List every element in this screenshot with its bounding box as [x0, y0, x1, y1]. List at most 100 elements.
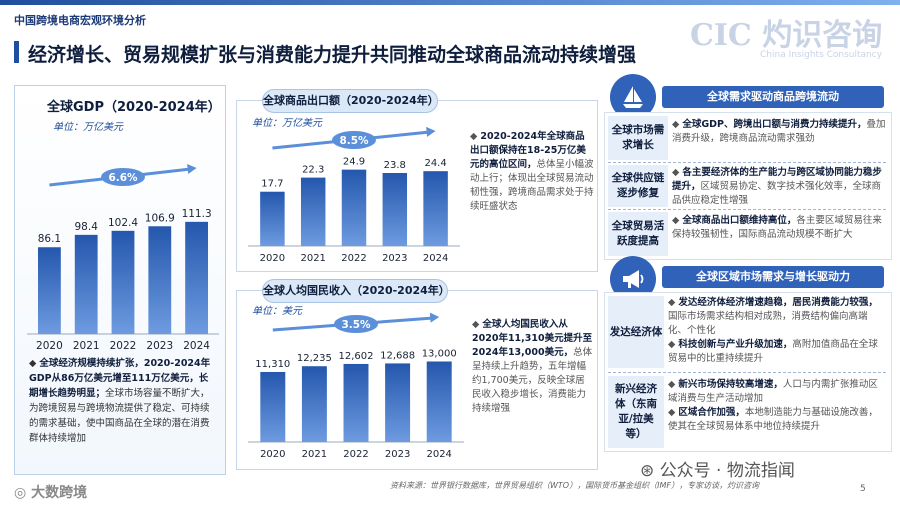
brand-logo-sub: China Insights Consultancy	[760, 50, 883, 60]
cagr-badge	[334, 315, 378, 333]
row-rest-developed-1: 国际市场需求结构相对成熟，消费结构偏向高端化、个性化	[668, 311, 868, 336]
corner-brand-icon: ◎	[14, 485, 32, 501]
row-bold-trade-activity: 全球商品出口额维持高位，	[682, 215, 797, 226]
income-chart: 11,310 2020 12,235 2021 12,602 2022 12,688 2023…	[248, 312, 464, 460]
income-note-bold: 全球人均国民收入从2020年11,310美元提升至2024年13,000美元，	[472, 319, 593, 358]
corner-brand-text: 大数跨境	[31, 485, 88, 501]
cagr-arrow-head	[429, 312, 440, 323]
cagr-badge	[332, 131, 376, 149]
cagr-arrow-head	[426, 126, 436, 137]
row-rest-developed-2: 高附加值商品在全球贸易中的比重持续提升	[668, 339, 878, 364]
bar-2023	[148, 226, 172, 334]
value-label-2022: 24.9	[343, 157, 365, 168]
top-accent-bar	[0, 0, 900, 5]
cagr-label: 3.5%	[341, 319, 371, 331]
corner-brand: ◎ 大数跨境	[14, 482, 87, 502]
value-label-2023: 12,688	[380, 350, 415, 361]
divider	[608, 162, 886, 163]
divider	[608, 209, 886, 210]
row-bold-supply-chain: 各主要经济体的生产能力与跨区域协同能力稳步提升，	[672, 167, 882, 192]
gdp-panel: 全球GDP（2020-2024年） 单位：万亿美元 86.1 2020 98.4 20…	[14, 85, 226, 475]
right-top-head: 全球需求驱动商品跨境流动	[662, 86, 884, 108]
value-label-2021: 22.3	[302, 165, 324, 176]
value-label-2023: 23.8	[384, 160, 406, 171]
row-text-trade-activity: ◆ 全球商品出口额维持高位，各主要区域贸易往来保持较强韧性，国际商品流动规模不断…	[672, 215, 882, 240]
row-label-trade-activity: 全球贸易活跃度提高	[608, 212, 668, 256]
income-note-bullet: ◆	[472, 319, 483, 330]
exports-note-bullet: ◆	[470, 131, 481, 142]
tick-label-2024: 2024	[183, 340, 210, 352]
exports-unit: 单位：万亿美元	[252, 118, 322, 129]
section-tag: 中国跨境电商宏观环境分析	[14, 14, 146, 27]
tick-label-2022: 2022	[343, 449, 368, 460]
bar-2024	[426, 361, 452, 442]
gdp-chart: 86.1 2020 98.4 2021 102.4 2022 106.9 2023 111.3 2…	[27, 164, 219, 352]
tick-label-2023: 2023	[382, 253, 407, 264]
row-rest-emerging-2: 本地制造能力与基础设施改善，使其在全球贸易体系中地位持续提升	[668, 407, 878, 432]
bar-2020	[37, 247, 61, 334]
tick-label-2023: 2023	[385, 449, 410, 460]
brand-logo: CIC 灼识咨询 China Insights Consultancy	[690, 10, 882, 60]
row-label-emerging: 新兴经济体（东南亚/拉美等）	[608, 376, 664, 448]
cagr-label: 8.5%	[339, 135, 369, 147]
source-note: 资料来源：世界银行数据库，世界贸易组织（WTO），国际货币基金组织（IMF），专…	[390, 481, 759, 490]
divider	[608, 372, 886, 373]
income-title: 全球人均国民收入（2020-2024年）	[262, 279, 450, 303]
gdp-unit: 单位：万亿美元	[53, 122, 123, 133]
tick-label-2020: 2020	[260, 449, 285, 460]
bar-2024	[185, 221, 209, 334]
value-label-2024: 111.3	[182, 208, 212, 220]
wechat-icon: ⊛	[640, 461, 660, 481]
value-label-2020: 86.1	[38, 233, 61, 245]
bar-2021	[74, 234, 98, 334]
wechat-text: 公众号 · 物流指闻	[659, 461, 795, 481]
row-bold-developed-2: 科技创新与产业升级加速，	[678, 339, 793, 350]
cagr-arrow-head	[187, 164, 197, 174]
bar-2021	[301, 366, 327, 442]
cagr-badge	[101, 168, 145, 186]
value-label-2021: 98.4	[75, 221, 99, 233]
value-label-2022: 12,602	[339, 351, 374, 362]
row-bold-emerging-2: 区域合作加强，	[678, 407, 745, 418]
bar-2020	[260, 191, 285, 246]
tick-label-2020: 2020	[36, 340, 63, 352]
exports-panel	[236, 100, 598, 272]
value-label-2020: 11,310	[255, 359, 290, 370]
income-note: ◆ 全球人均国民收入从2020年11,310美元提升至2024年13,000美元…	[472, 318, 594, 416]
row-bold-emerging-1: 新兴市场保持较高增速，	[678, 379, 783, 390]
gdp-note-text: 全球市场容量不断扩大，为跨境贸易与跨境物流提供了稳定、可持续的需求基础，使中国商…	[29, 388, 210, 444]
row-rest-market-demand: 叠加消费升级，跨境商品流动需求强劲	[672, 119, 886, 144]
row-text-supply-chain: ◆ 各主要经济体的生产能力与跨区域协同能力稳步提升，区域贸易协定、数字技术强化效…	[672, 167, 882, 206]
value-label-2023: 106.9	[145, 212, 175, 224]
brand-logo-text: CIC 灼识咨询	[690, 18, 883, 53]
row-bold-market-demand: 全球GDP、跨境出口额与消费力持续提升，	[682, 119, 867, 130]
tick-label-2021: 2021	[73, 340, 100, 352]
tick-label-2021: 2021	[302, 449, 327, 460]
value-label-2020: 17.7	[261, 179, 283, 190]
right-bottom-head: 全球区域市场需求与增长驱动力	[662, 266, 884, 288]
exports-note: ◆ 2020-2024年全球商品出口额保持在18-25万亿美元的高位区间，总体呈…	[470, 130, 594, 214]
gdp-note: ◆ 全球经济规模持续扩张，2020-2024年GDP从86万亿美元增至111万亿…	[29, 356, 217, 446]
row-rest-trade-activity: 各主要区域贸易往来保持较强韧性，国际商品流动规模不断扩大	[672, 215, 882, 240]
bar-2022	[343, 363, 369, 442]
bar-2020	[260, 371, 286, 442]
income-unit: 单位：美元	[252, 306, 302, 317]
row-label-developed: 发达经济体	[608, 296, 664, 368]
tick-label-2020: 2020	[260, 253, 285, 264]
row-text-market-demand: ◆ 全球GDP、跨境出口额与消费力持续提升，叠加消费升级，跨境商品流动需求强劲	[672, 119, 886, 144]
tick-label-2022: 2022	[110, 340, 137, 352]
tick-label-2024: 2024	[426, 449, 451, 460]
bar-2023	[382, 173, 408, 246]
exports-title: 全球商品出口额（2020-2024年）	[262, 89, 439, 113]
tick-label-2022: 2022	[341, 253, 366, 264]
exports-note-bold: 2020-2024年全球商品出口额保持在18-25万亿美元的高位区间，	[470, 131, 586, 170]
bar-2021	[300, 177, 326, 246]
row-label-supply-chain: 全球供应链逐步修复	[608, 165, 668, 207]
bar-2023	[385, 363, 411, 442]
row-rest-emerging-1: 人口与内需扩张推动区域消费与生产活动增加	[668, 379, 878, 404]
value-label-2021: 12,235	[297, 353, 332, 364]
tick-label-2024: 2024	[423, 253, 448, 264]
value-label-2024: 13,000	[422, 348, 457, 359]
page-title: 经济增长、贸易规模扩张与消费能力提升共同推动全球商品流动持续增强	[28, 44, 637, 66]
row-text-developed: ◆ 发达经济体经济增速趋稳，居民消费能力较强，国际市场需求结构相对成熟，消费结构…	[668, 297, 878, 364]
